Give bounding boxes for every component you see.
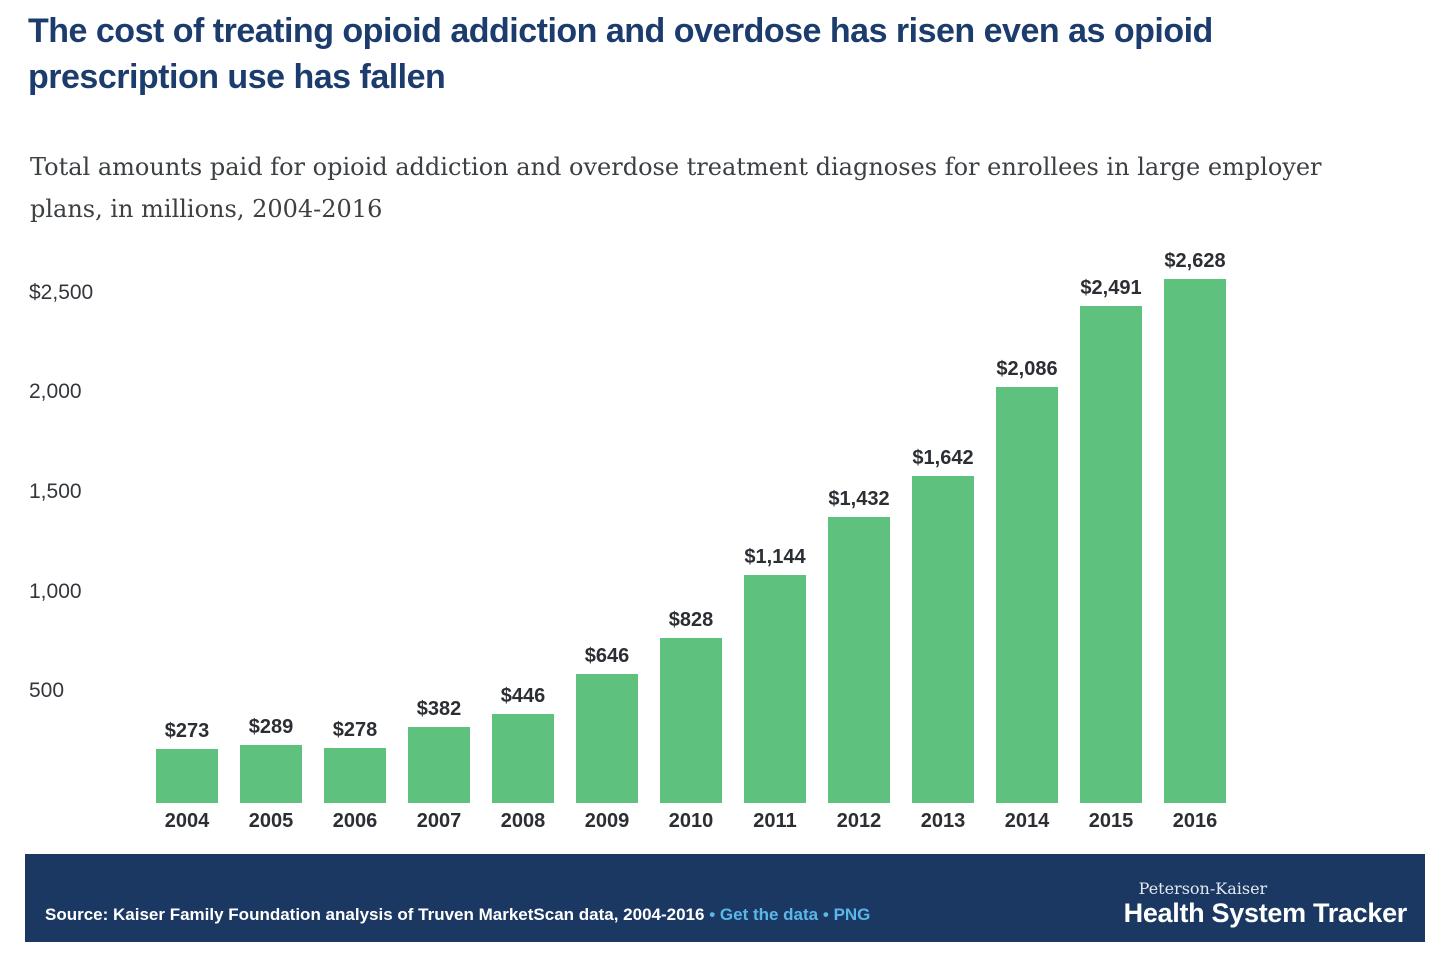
bars-row: $273 $289 $278 $382 $446 $646 $828 $1,144 $1,432…: [145, 250, 1237, 803]
y-axis-tick: 500: [29, 679, 65, 703]
bar-value-label: $278: [332, 719, 378, 741]
bar-value-label: $2,628: [1164, 250, 1226, 272]
y-axis-tick: 1,500: [29, 479, 82, 503]
bar-value-label: $289: [248, 716, 294, 738]
x-axis-label: 2007: [416, 810, 462, 832]
bar-value-label: $1,642: [912, 447, 974, 469]
bar-column: $289: [229, 716, 313, 803]
source-text: Source: Kaiser Family Foundation analysi…: [45, 905, 705, 924]
x-axis-label: 2015: [1088, 810, 1134, 832]
bar-column: $446: [481, 685, 565, 803]
bar-2008: [492, 714, 554, 803]
y-axis-tick: $2,500: [29, 280, 94, 304]
brand-health-system-tracker: Health System Tracker: [1123, 898, 1408, 928]
bullet-separator: •: [709, 905, 716, 924]
bar-value-label: $2,491: [1080, 277, 1142, 299]
x-axis-label: 2014: [1004, 810, 1050, 832]
bar-column: $382: [397, 698, 481, 803]
bar-2016: [1164, 279, 1226, 803]
bar-2005: [240, 745, 302, 803]
bar-value-label: $1,432: [828, 488, 890, 510]
bar-2015: [1080, 306, 1142, 803]
brand-peterson-kaiser: Peterson-Kaiser: [1138, 879, 1268, 898]
bar-2004: [156, 749, 218, 803]
bar-value-label: $828: [668, 609, 714, 631]
bar-2006: [324, 748, 386, 803]
bar-value-label: $273: [164, 720, 210, 742]
x-axis-label: 2008: [500, 810, 546, 832]
bar-value-label: $1,144: [744, 546, 806, 568]
bar-value-label: $382: [416, 698, 462, 720]
source-line: Source: Kaiser Family Foundation analysi…: [45, 904, 870, 926]
bar-2011: [744, 575, 806, 803]
bar-2009: [576, 674, 638, 803]
bar-column: $828: [649, 609, 733, 803]
x-axis-label: 2010: [668, 810, 714, 832]
bar-column: $2,491: [1069, 277, 1153, 803]
x-axis-label: 2004: [164, 810, 210, 832]
bar-value-label: $646: [584, 645, 630, 667]
bar-value-label: $2,086: [996, 358, 1058, 380]
page-title: The cost of treating opioid addiction an…: [28, 12, 1213, 96]
x-axis-label: 2011: [753, 810, 797, 832]
bar-column: $2,086: [985, 358, 1069, 803]
bar-2012: [828, 517, 890, 803]
bar-column: $1,144: [733, 546, 817, 803]
brand-logo: Peterson-Kaiser Health System Tracker: [1123, 879, 1408, 928]
x-axis: 2004 2005 2006 2007 2008 2009 2010 2011 2012 2013…: [145, 809, 1237, 833]
bar-2010: [660, 638, 722, 803]
footer-bar: Source: Kaiser Family Foundation analysi…: [25, 854, 1425, 942]
chart-subtitle: Total amounts paid for opioid addiction …: [30, 153, 1322, 223]
bar-column: $278: [313, 719, 397, 803]
x-axis-label: 2013: [920, 810, 966, 832]
y-axis-tick: 2,000: [29, 380, 82, 404]
x-axis-label: 2006: [332, 810, 378, 832]
bullet-separator: •: [822, 905, 829, 924]
x-axis-label: 2005: [248, 810, 294, 832]
bar-column: $1,642: [901, 447, 985, 803]
x-axis-label: 2016: [1172, 810, 1218, 832]
bar-2007: [408, 727, 470, 803]
bar-2014: [996, 387, 1058, 803]
y-axis-tick: 1,000: [29, 579, 82, 603]
bar-value-label: $446: [500, 685, 546, 707]
bar-column: $2,628: [1153, 250, 1237, 803]
bar-column: $646: [565, 645, 649, 803]
bar-column: $273: [145, 720, 229, 803]
x-axis-label: 2009: [584, 810, 630, 832]
x-axis-label: 2012: [836, 810, 882, 832]
bar-column: $1,432: [817, 488, 901, 803]
bar-2013: [912, 476, 974, 803]
png-link[interactable]: PNG: [833, 905, 871, 924]
get-the-data-link[interactable]: Get the data: [719, 905, 819, 924]
